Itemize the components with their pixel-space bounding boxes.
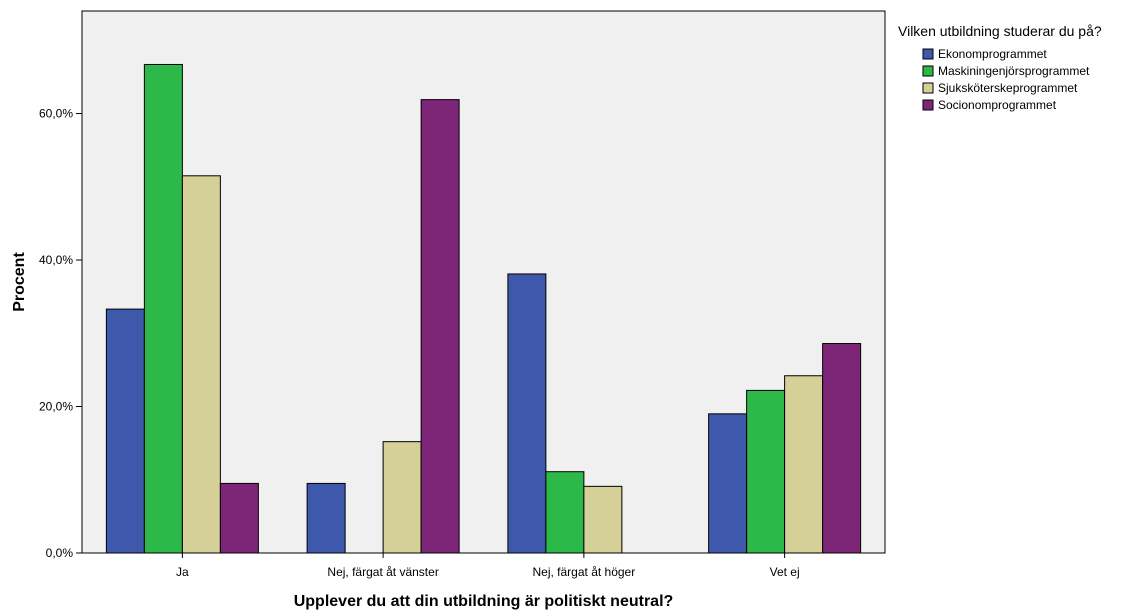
bar-socionomprogrammet-4 xyxy=(822,343,862,554)
y-tick-label: 20,0% xyxy=(39,400,73,414)
bar-socionomprogrammet-2 xyxy=(420,99,460,554)
bar-ekonomprogrammet-1 xyxy=(105,308,145,554)
legend-label: Maskiningenjörsprogrammet xyxy=(938,64,1090,78)
bar-maskiningenjörsprogrammet-3 xyxy=(545,471,585,554)
legend-swatch xyxy=(922,99,934,111)
y-tick-label: 0,0% xyxy=(46,546,74,560)
bar-maskiningenjörsprogrammet-4 xyxy=(746,389,786,554)
bar-maskiningenjörsprogrammet-1 xyxy=(143,63,183,554)
bars-group xyxy=(105,63,862,554)
legend-label: Sjuksköterskeprogrammet xyxy=(938,81,1078,95)
bar-sjuksköterskeprogrammet-4 xyxy=(784,375,824,554)
x-tick-label: Vet ej xyxy=(770,565,800,579)
legend-title: Vilken utbildning studerar du på? xyxy=(898,23,1102,39)
legend: Vilken utbildning studerar du på? Ekonom… xyxy=(898,23,1102,112)
legend-label: Ekonomprogrammet xyxy=(938,47,1047,61)
bar-sjuksköterskeprogrammet-1 xyxy=(181,175,221,554)
legend-swatch xyxy=(922,82,934,94)
bar-ekonomprogrammet-4 xyxy=(708,413,748,554)
x-tick-label: Nej, färgat åt höger xyxy=(533,565,636,579)
legend-label: Socionomprogrammet xyxy=(938,98,1057,112)
bar-ekonomprogrammet-3 xyxy=(507,273,547,554)
axes-group: Ja Nej, färgat åt vänster Nej, färgat åt h… xyxy=(39,107,800,579)
bar-sjuksköterskeprogrammet-2 xyxy=(382,441,422,554)
y-axis-title: Procent xyxy=(11,252,28,312)
y-tick-label: 40,0% xyxy=(39,253,73,267)
legend-swatch xyxy=(922,48,934,60)
y-tick-label: 60,0% xyxy=(39,107,73,121)
x-tick-label: Nej, färgat åt vänster xyxy=(327,565,438,579)
x-axis-title: Upplever du att din utbildning är politi… xyxy=(294,593,674,610)
bar-sjuksköterskeprogrammet-3 xyxy=(583,485,623,554)
bar-socionomprogrammet-1 xyxy=(219,482,259,554)
bar-ekonomprogrammet-2 xyxy=(306,482,346,554)
legend-swatch xyxy=(922,65,934,77)
x-tick-label: Ja xyxy=(176,565,189,579)
